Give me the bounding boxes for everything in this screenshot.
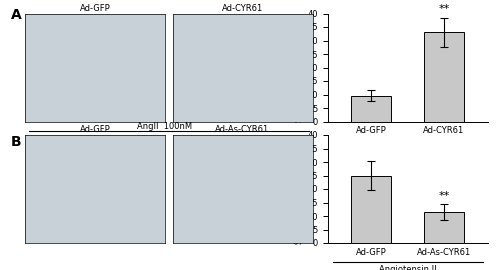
Y-axis label: SA-β-gal positive cells (%): SA-β-gal positive cells (%) bbox=[296, 13, 304, 122]
Title: Ad-GFP: Ad-GFP bbox=[80, 125, 110, 134]
Bar bbox=[424, 212, 464, 243]
Text: B: B bbox=[11, 135, 22, 149]
Y-axis label: SA-β-gal positive cells (%): SA-β-gal positive cells (%) bbox=[296, 134, 304, 244]
Title: Ad-CYR61: Ad-CYR61 bbox=[222, 4, 263, 13]
Text: Angiotensin II: Angiotensin II bbox=[378, 265, 436, 270]
Text: A: A bbox=[11, 8, 22, 22]
Title: Ad-GFP: Ad-GFP bbox=[80, 4, 110, 13]
Bar bbox=[351, 176, 391, 243]
Bar bbox=[351, 96, 391, 122]
Text: **: ** bbox=[438, 4, 450, 14]
Text: **: ** bbox=[438, 191, 450, 201]
Text: AngII  100nM: AngII 100nM bbox=[138, 122, 192, 131]
Bar bbox=[424, 32, 464, 122]
Title: Ad-As-CYR61: Ad-As-CYR61 bbox=[216, 125, 270, 134]
